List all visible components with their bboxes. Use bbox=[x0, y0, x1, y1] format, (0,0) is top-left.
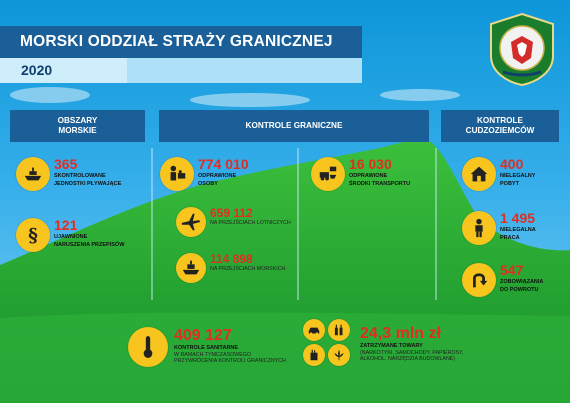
year-stripe bbox=[127, 58, 362, 83]
category-foreigners-label: KONTROLE CUDZOZIEMCÓW bbox=[465, 116, 535, 135]
illegal-work-label: NIELEGALNA bbox=[500, 227, 536, 233]
seaports-value: 114 898 bbox=[210, 252, 253, 266]
illegal-stay-value: 400 bbox=[500, 156, 524, 172]
airports-label: NA PRZEJŚCIACH LOTNICZYCH bbox=[210, 220, 291, 226]
violations-label: UJAWNIONE bbox=[54, 234, 88, 240]
house-icon bbox=[462, 157, 496, 191]
category-foreigners: KONTROLE CUDZOZIEMCÓW bbox=[441, 110, 559, 142]
stat-sanitary: 409 127 KONTROLE SANITARNE W RAMACH TYMC… bbox=[128, 327, 286, 367]
sanitary-value: 409 127 bbox=[174, 327, 232, 344]
category-border: KONTROLE GRANICZNE bbox=[159, 110, 429, 142]
year-label: 2020 bbox=[0, 58, 127, 83]
vessels-value: 365 bbox=[54, 156, 78, 172]
border-guard-emblem bbox=[490, 12, 554, 86]
category-sea-label: OBSZARY MORSKIE bbox=[57, 116, 98, 135]
stat-illegal-stay: 400 NIELEGALNY POBYT bbox=[462, 157, 535, 191]
seaports-label: NA PRZEJŚCIACH MORSKICH bbox=[210, 266, 286, 272]
stat-airports: 659 112 NA PRZEJŚCIACH LOTNICZYCH bbox=[176, 207, 291, 237]
bottles-icon bbox=[328, 319, 350, 341]
vessels-label-2: JEDNOSTKI PŁYWAJĄCE bbox=[54, 180, 122, 187]
u-turn-icon bbox=[462, 263, 496, 297]
goods-label: ZATRZYMANE TOWARY bbox=[360, 343, 423, 349]
vessels-label: SKONTROLOWANE bbox=[54, 173, 106, 179]
transport-label: ODPRAWIONE bbox=[349, 173, 388, 179]
goods-value: 24,3 mln zł bbox=[360, 325, 441, 342]
return-value: 547 bbox=[500, 262, 524, 278]
svg-text:§: § bbox=[28, 225, 38, 246]
airports-value: 659 112 bbox=[210, 206, 253, 220]
sanitary-sub-2: PRZYWRÓCENIA KONTROLI GRANICZNYCH bbox=[174, 358, 286, 364]
airplane-icon bbox=[176, 207, 206, 237]
cigarettes-icon bbox=[303, 344, 325, 366]
paragraph-icon: § bbox=[16, 218, 50, 252]
stat-goods: 24,3 mln zł ZATRZYMANE TOWARY (NARKOTYKI… bbox=[303, 319, 464, 366]
stat-vessels: 365 SKONTROLOWANE JEDNOSTKI PŁYWAJĄCE bbox=[16, 157, 121, 191]
persons-label: ODPRAWIONE bbox=[198, 173, 237, 179]
sanitary-sub-1: W RAMACH TYMCZASOWEGO bbox=[174, 351, 252, 358]
stat-violations: § 121 UJAWNIONE NARUSZENIA PRZEPISÓW bbox=[16, 218, 124, 252]
goods-icons bbox=[303, 319, 350, 366]
page-title: MORSKI ODDZIAŁ STRAŻY GRANICZNEJ bbox=[0, 26, 362, 58]
transport-label-2: ŚRODKI TRANSPORTU bbox=[349, 180, 411, 187]
worker-icon bbox=[462, 211, 496, 245]
stat-persons: 774 010 ODPRAWIONE OSOBY bbox=[160, 157, 249, 191]
stat-transport: 16 030 ODPRAWIONE ŚRODKI TRANSPORTU bbox=[311, 157, 410, 191]
return-label: ZOBOWIĄZANIA bbox=[500, 279, 544, 285]
goods-sub-1: (NARKOTYKI, SAMOCHODY, PAPIEROSY, bbox=[360, 349, 464, 356]
stat-return: 547 ZOBOWIĄZANIA DO POWROTU bbox=[462, 263, 543, 297]
category-sea: OBSZARY MORSKIE bbox=[10, 110, 145, 142]
return-label-2: DO POWROTU bbox=[500, 286, 539, 293]
violations-label-2: NARUSZENIA PRZEPISÓW bbox=[54, 241, 125, 248]
persons-value: 774 010 bbox=[198, 156, 249, 172]
illegal-stay-label: NIELEGALNY bbox=[500, 173, 536, 179]
category-border-label: KONTROLE GRANICZNE bbox=[245, 121, 343, 131]
thermometer-icon bbox=[128, 327, 168, 367]
illegal-stay-label-2: POBYT bbox=[500, 180, 519, 187]
passport-control-icon bbox=[160, 157, 194, 191]
violations-value: 121 bbox=[54, 217, 78, 233]
stat-seaports: 114 898 NA PRZEJŚCIACH MORSKICH bbox=[176, 253, 285, 283]
stat-illegal-work: 1 495 NIELEGALNA PRACA bbox=[462, 211, 536, 245]
ship-icon bbox=[16, 157, 50, 191]
illegal-work-value: 1 495 bbox=[500, 210, 536, 226]
transport-icon bbox=[311, 157, 345, 191]
clouds bbox=[10, 87, 460, 107]
car-icon bbox=[303, 319, 325, 341]
illegal-work-label-2: PRACA bbox=[500, 234, 520, 241]
ship-icon bbox=[176, 253, 206, 283]
transport-value: 16 030 bbox=[349, 156, 392, 172]
goods-sub-2: ALKOHOL, NARZĘDZIA BUDOWLANE) bbox=[360, 356, 456, 362]
persons-label-2: OSOBY bbox=[198, 180, 218, 187]
cannabis-icon bbox=[328, 344, 350, 366]
sanitary-label: KONTROLE SANITARNE bbox=[174, 345, 239, 351]
